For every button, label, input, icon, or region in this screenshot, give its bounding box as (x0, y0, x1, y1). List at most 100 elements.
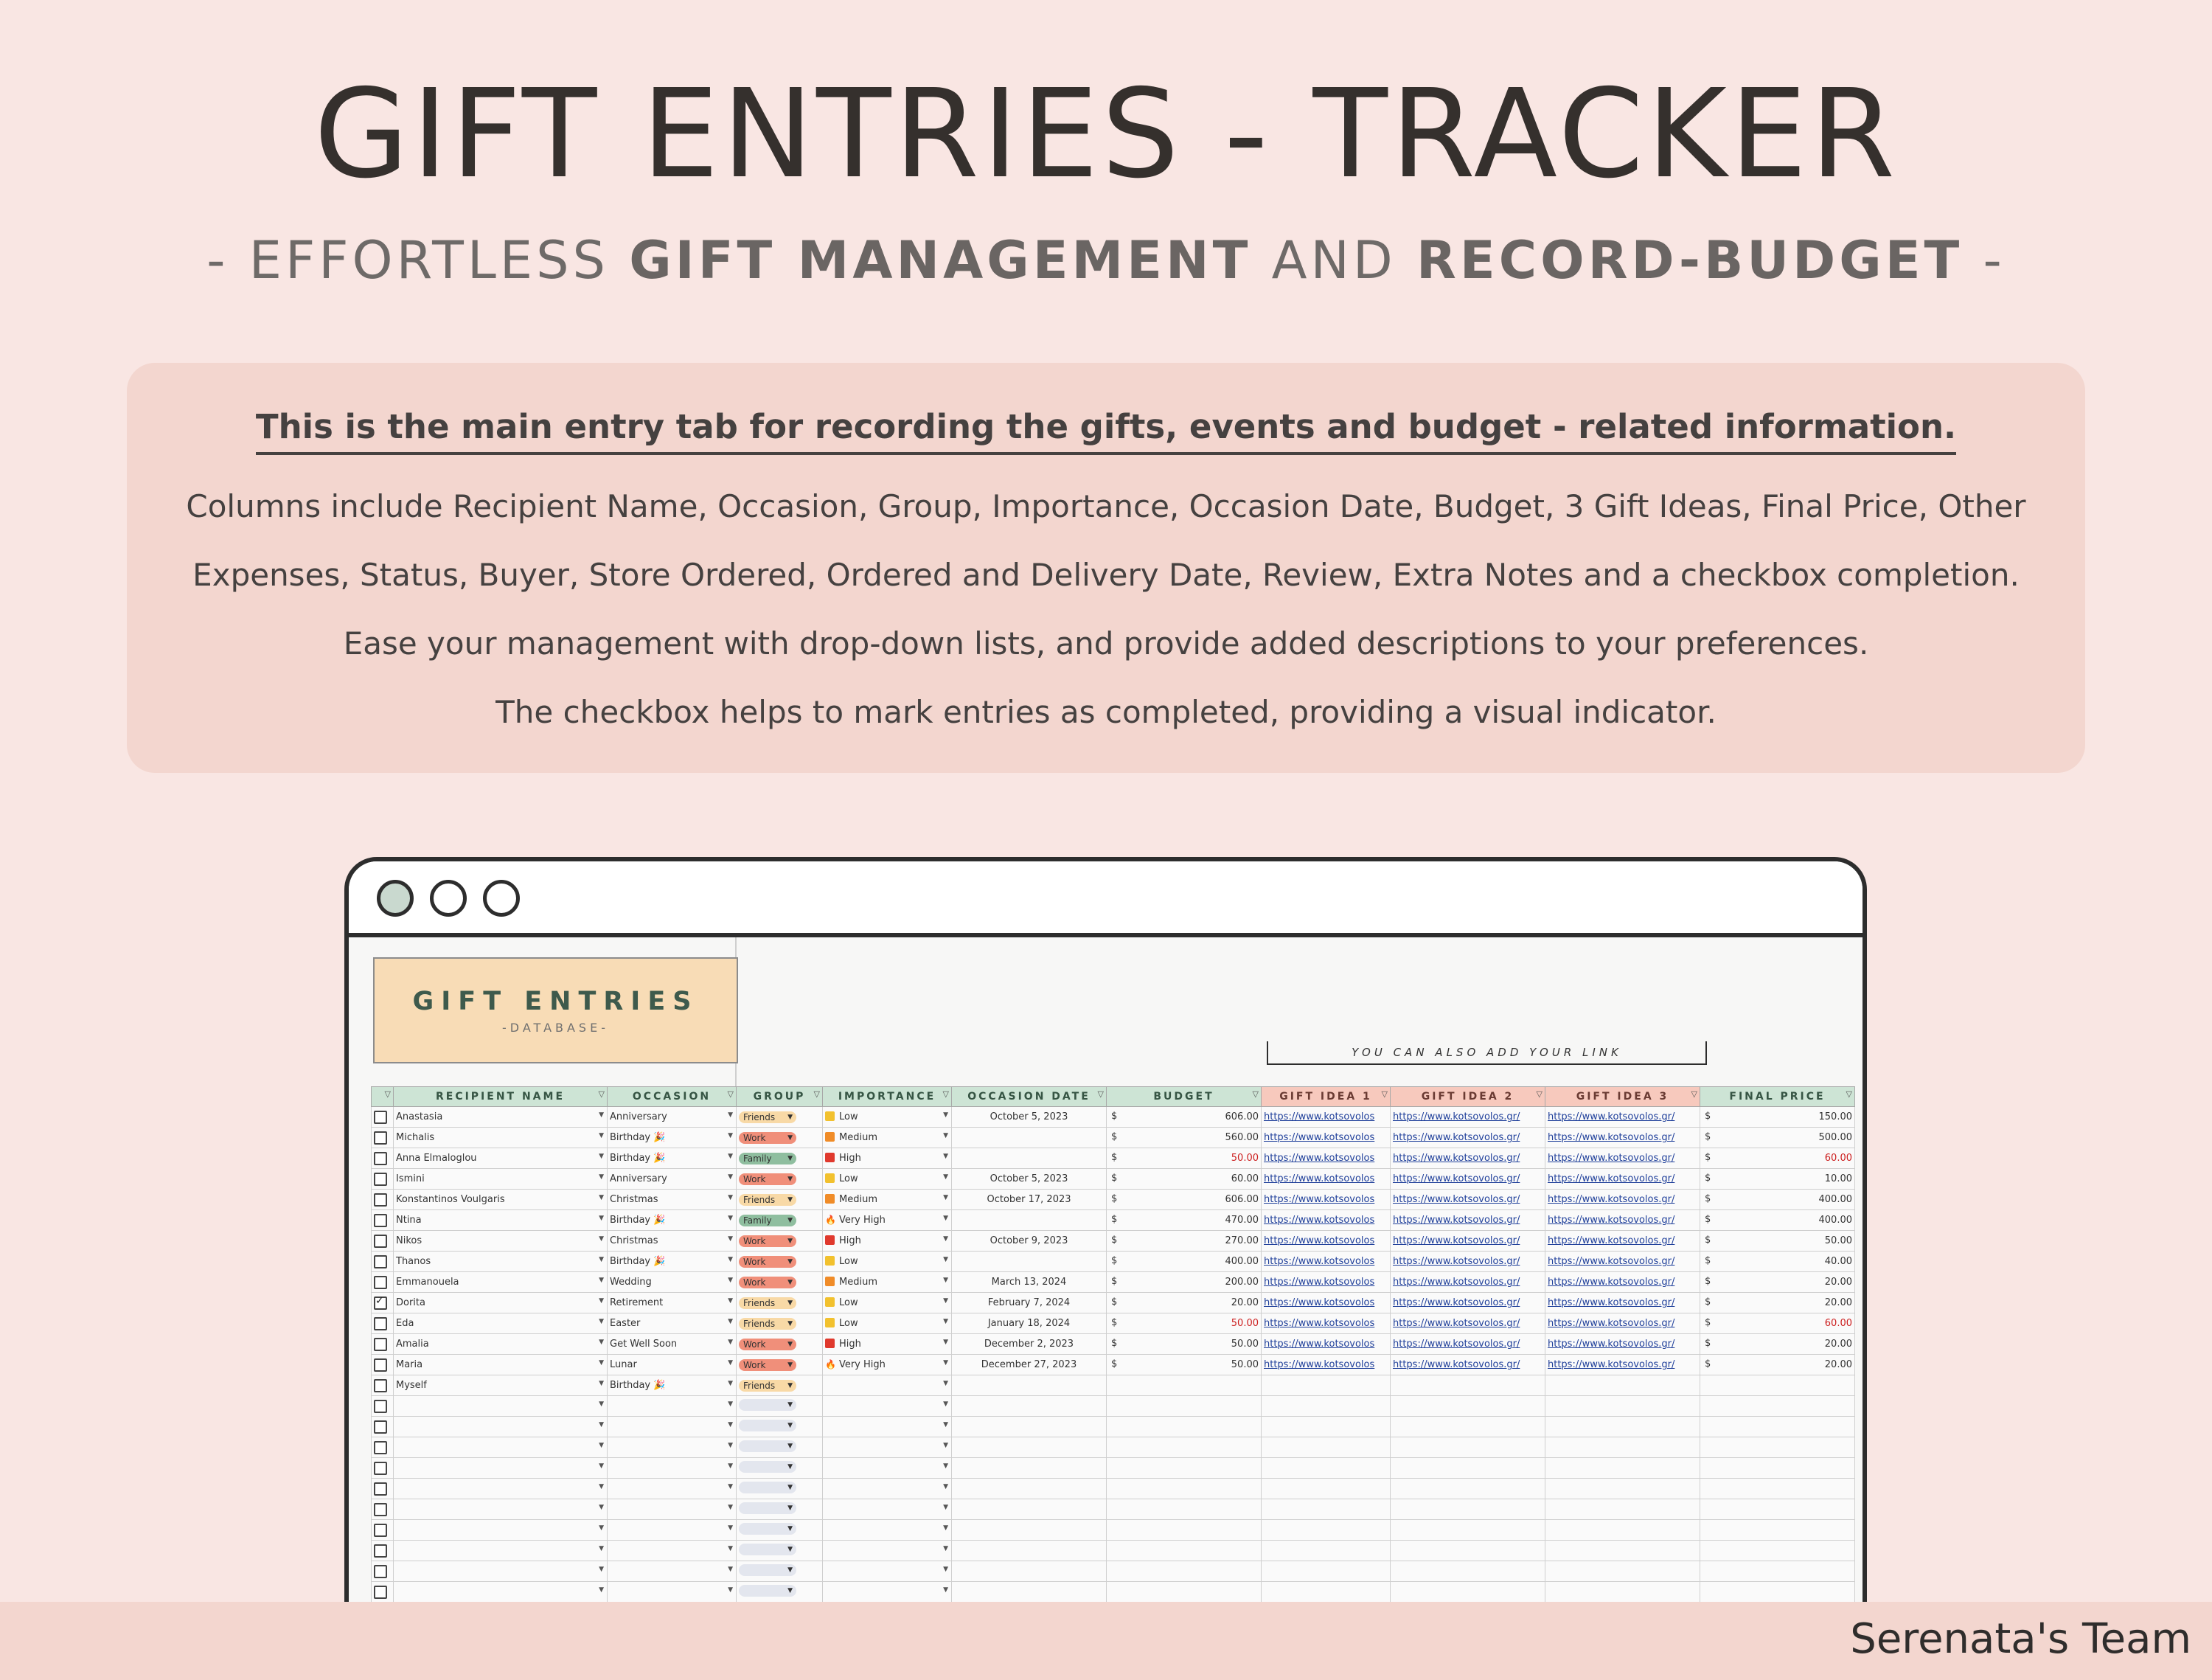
recipient-name-cell[interactable]: ▼ (393, 1540, 608, 1561)
recipient-name-cell[interactable]: ▼ (393, 1395, 608, 1417)
gift-idea-cell[interactable]: https://www.kotsovolos.gr/ (1545, 1168, 1700, 1190)
gift-idea-link[interactable]: https://www.kotsovolos.gr/ (1548, 1153, 1675, 1164)
empty-cell[interactable] (1390, 1519, 1545, 1541)
recipient-name-cell[interactable]: Michalis ▼ (393, 1127, 608, 1148)
gift-idea-link[interactable]: https://www.kotsovolos.gr/ (1548, 1194, 1675, 1205)
recipient-name-cell[interactable]: Ntina ▼ (393, 1209, 608, 1231)
gift-idea-link[interactable]: https://www.kotsovolos.gr/ (1548, 1132, 1675, 1143)
completion-checkbox[interactable] (374, 1461, 387, 1475)
window-control-dot[interactable] (430, 880, 467, 917)
group-chip[interactable]: ▼ (739, 1522, 796, 1535)
column-header[interactable]: OCCASION DATE ▽ (951, 1086, 1107, 1107)
occasion-date-cell[interactable] (951, 1251, 1107, 1272)
final-price-cell[interactable]: $400.00 (1700, 1189, 1855, 1210)
dropdown-arrow-icon[interactable]: ▼ (943, 1421, 948, 1429)
empty-cell[interactable] (1106, 1437, 1262, 1458)
occasion-date-cell[interactable]: October 17, 2023 (951, 1189, 1107, 1210)
dropdown-arrow-icon[interactable]: ▼ (728, 1380, 733, 1387)
gift-idea-cell[interactable]: https://www.kotsovolos (1261, 1313, 1391, 1334)
dropdown-arrow-icon[interactable]: ▼ (728, 1442, 733, 1449)
group-cell[interactable]: Friends ▼ (736, 1313, 823, 1334)
completion-checkbox[interactable] (374, 1295, 387, 1310)
occasion-cell[interactable]: Lunar ▼ (607, 1354, 737, 1375)
empty-cell[interactable] (1700, 1437, 1855, 1458)
final-price-cell[interactable]: $60.00 (1700, 1148, 1855, 1169)
occasion-date-cell[interactable]: October 5, 2023 (951, 1168, 1107, 1190)
empty-cell[interactable] (951, 1457, 1107, 1479)
empty-cell[interactable] (1261, 1561, 1391, 1582)
filter-icon[interactable]: ▽ (1381, 1089, 1388, 1099)
occasion-cell[interactable]: Christmas ▼ (607, 1230, 737, 1252)
occasion-cell[interactable]: ▼ (607, 1395, 737, 1417)
occasion-cell[interactable]: Birthday 🎉 ▼ (607, 1375, 737, 1396)
group-cell[interactable]: Friends ▼ (736, 1292, 823, 1313)
dropdown-arrow-icon[interactable]: ▼ (728, 1524, 733, 1532)
gift-idea-cell[interactable]: https://www.kotsovolos.gr/ (1390, 1333, 1545, 1355)
completion-checkbox[interactable] (374, 1337, 387, 1351)
budget-cell[interactable]: $50.00 (1106, 1148, 1262, 1169)
group-chip[interactable]: Family ▼ (739, 1214, 796, 1226)
gift-idea-link[interactable]: https://www.kotsovolos (1264, 1277, 1375, 1288)
empty-cell[interactable] (951, 1478, 1107, 1499)
gift-idea-cell[interactable]: https://www.kotsovolos.gr/ (1390, 1251, 1545, 1272)
recipient-name-cell[interactable]: ▼ (393, 1581, 608, 1603)
empty-cell[interactable] (951, 1437, 1107, 1458)
dropdown-arrow-icon[interactable]: ▼ (943, 1132, 948, 1139)
dropdown-arrow-icon[interactable]: ▼ (943, 1339, 948, 1346)
completion-checkbox[interactable] (374, 1564, 387, 1578)
gift-idea-link[interactable]: https://www.kotsovolos (1264, 1235, 1375, 1246)
filter-icon[interactable]: ▽ (1536, 1089, 1543, 1099)
recipient-name-cell[interactable]: ▼ (393, 1561, 608, 1582)
group-cell[interactable]: Family ▼ (736, 1148, 823, 1169)
importance-cell[interactable]: 🔥 Very High ▼ (822, 1354, 952, 1375)
filter-icon[interactable]: ▽ (1252, 1089, 1259, 1099)
dropdown-arrow-icon[interactable]: ▼ (943, 1215, 948, 1222)
final-price-cell[interactable]: $40.00 (1700, 1251, 1855, 1272)
empty-cell[interactable] (1545, 1540, 1700, 1561)
recipient-name-cell[interactable]: ▼ (393, 1519, 608, 1541)
completion-checkbox[interactable] (374, 1420, 387, 1434)
gift-idea-cell[interactable]: https://www.kotsovolos.gr/ (1390, 1292, 1545, 1313)
group-chip[interactable]: ▼ (739, 1481, 796, 1493)
empty-cell[interactable] (1700, 1395, 1855, 1417)
gift-idea-link[interactable]: https://www.kotsovolos (1264, 1318, 1375, 1329)
importance-cell[interactable]: Low ▼ (822, 1168, 952, 1190)
empty-cell[interactable] (951, 1395, 1107, 1417)
occasion-cell[interactable]: Anniversary ▼ (607, 1168, 737, 1190)
group-cell[interactable]: ▼ (736, 1478, 823, 1499)
dropdown-arrow-icon[interactable]: ▼ (943, 1462, 948, 1470)
final-price-cell[interactable]: $50.00 (1700, 1230, 1855, 1252)
recipient-name-cell[interactable]: ▼ (393, 1437, 608, 1458)
importance-cell[interactable]: ▼ (822, 1478, 952, 1499)
empty-cell[interactable] (1390, 1395, 1545, 1417)
empty-cell[interactable] (951, 1581, 1107, 1603)
dropdown-arrow-icon[interactable]: ▼ (599, 1380, 604, 1387)
importance-cell[interactable]: High ▼ (822, 1148, 952, 1169)
recipient-name-cell[interactable]: Emmanouela ▼ (393, 1271, 608, 1293)
importance-cell[interactable]: Low ▼ (822, 1292, 952, 1313)
empty-cell[interactable] (951, 1499, 1107, 1520)
empty-cell[interactable] (1700, 1519, 1855, 1541)
column-header[interactable]: GROUP ▽ (736, 1086, 823, 1107)
dropdown-arrow-icon[interactable]: ▼ (599, 1462, 604, 1470)
gift-idea-cell[interactable]: https://www.kotsovolos.gr/ (1390, 1230, 1545, 1252)
group-cell[interactable]: ▼ (736, 1519, 823, 1541)
gift-idea-link[interactable]: https://www.kotsovolos.gr/ (1548, 1339, 1675, 1350)
occasion-cell[interactable]: Retirement ▼ (607, 1292, 737, 1313)
gift-idea-link[interactable]: https://www.kotsovolos.gr/ (1548, 1111, 1675, 1122)
dropdown-arrow-icon[interactable]: ▼ (599, 1132, 604, 1139)
group-chip[interactable]: ▼ (739, 1543, 796, 1555)
column-header[interactable]: IMPORTANCE ▽ (822, 1086, 952, 1107)
gift-idea-link[interactable]: https://www.kotsovolos (1264, 1359, 1375, 1370)
group-cell[interactable]: Friends ▼ (736, 1106, 823, 1128)
empty-cell[interactable] (1261, 1478, 1391, 1499)
gift-idea-link[interactable]: https://www.kotsovolos.gr/ (1393, 1194, 1520, 1205)
empty-cell[interactable] (1261, 1437, 1391, 1458)
importance-cell[interactable]: ▼ (822, 1519, 952, 1541)
gift-idea-link[interactable]: https://www.kotsovolos.gr/ (1393, 1359, 1520, 1370)
gift-idea-link[interactable]: https://www.kotsovolos (1264, 1215, 1375, 1226)
gift-idea-cell[interactable] (1390, 1375, 1545, 1396)
group-chip[interactable]: ▼ (739, 1440, 796, 1452)
gift-idea-link[interactable]: https://www.kotsovolos.gr/ (1393, 1277, 1520, 1288)
recipient-name-cell[interactable]: Dorita ▼ (393, 1292, 608, 1313)
